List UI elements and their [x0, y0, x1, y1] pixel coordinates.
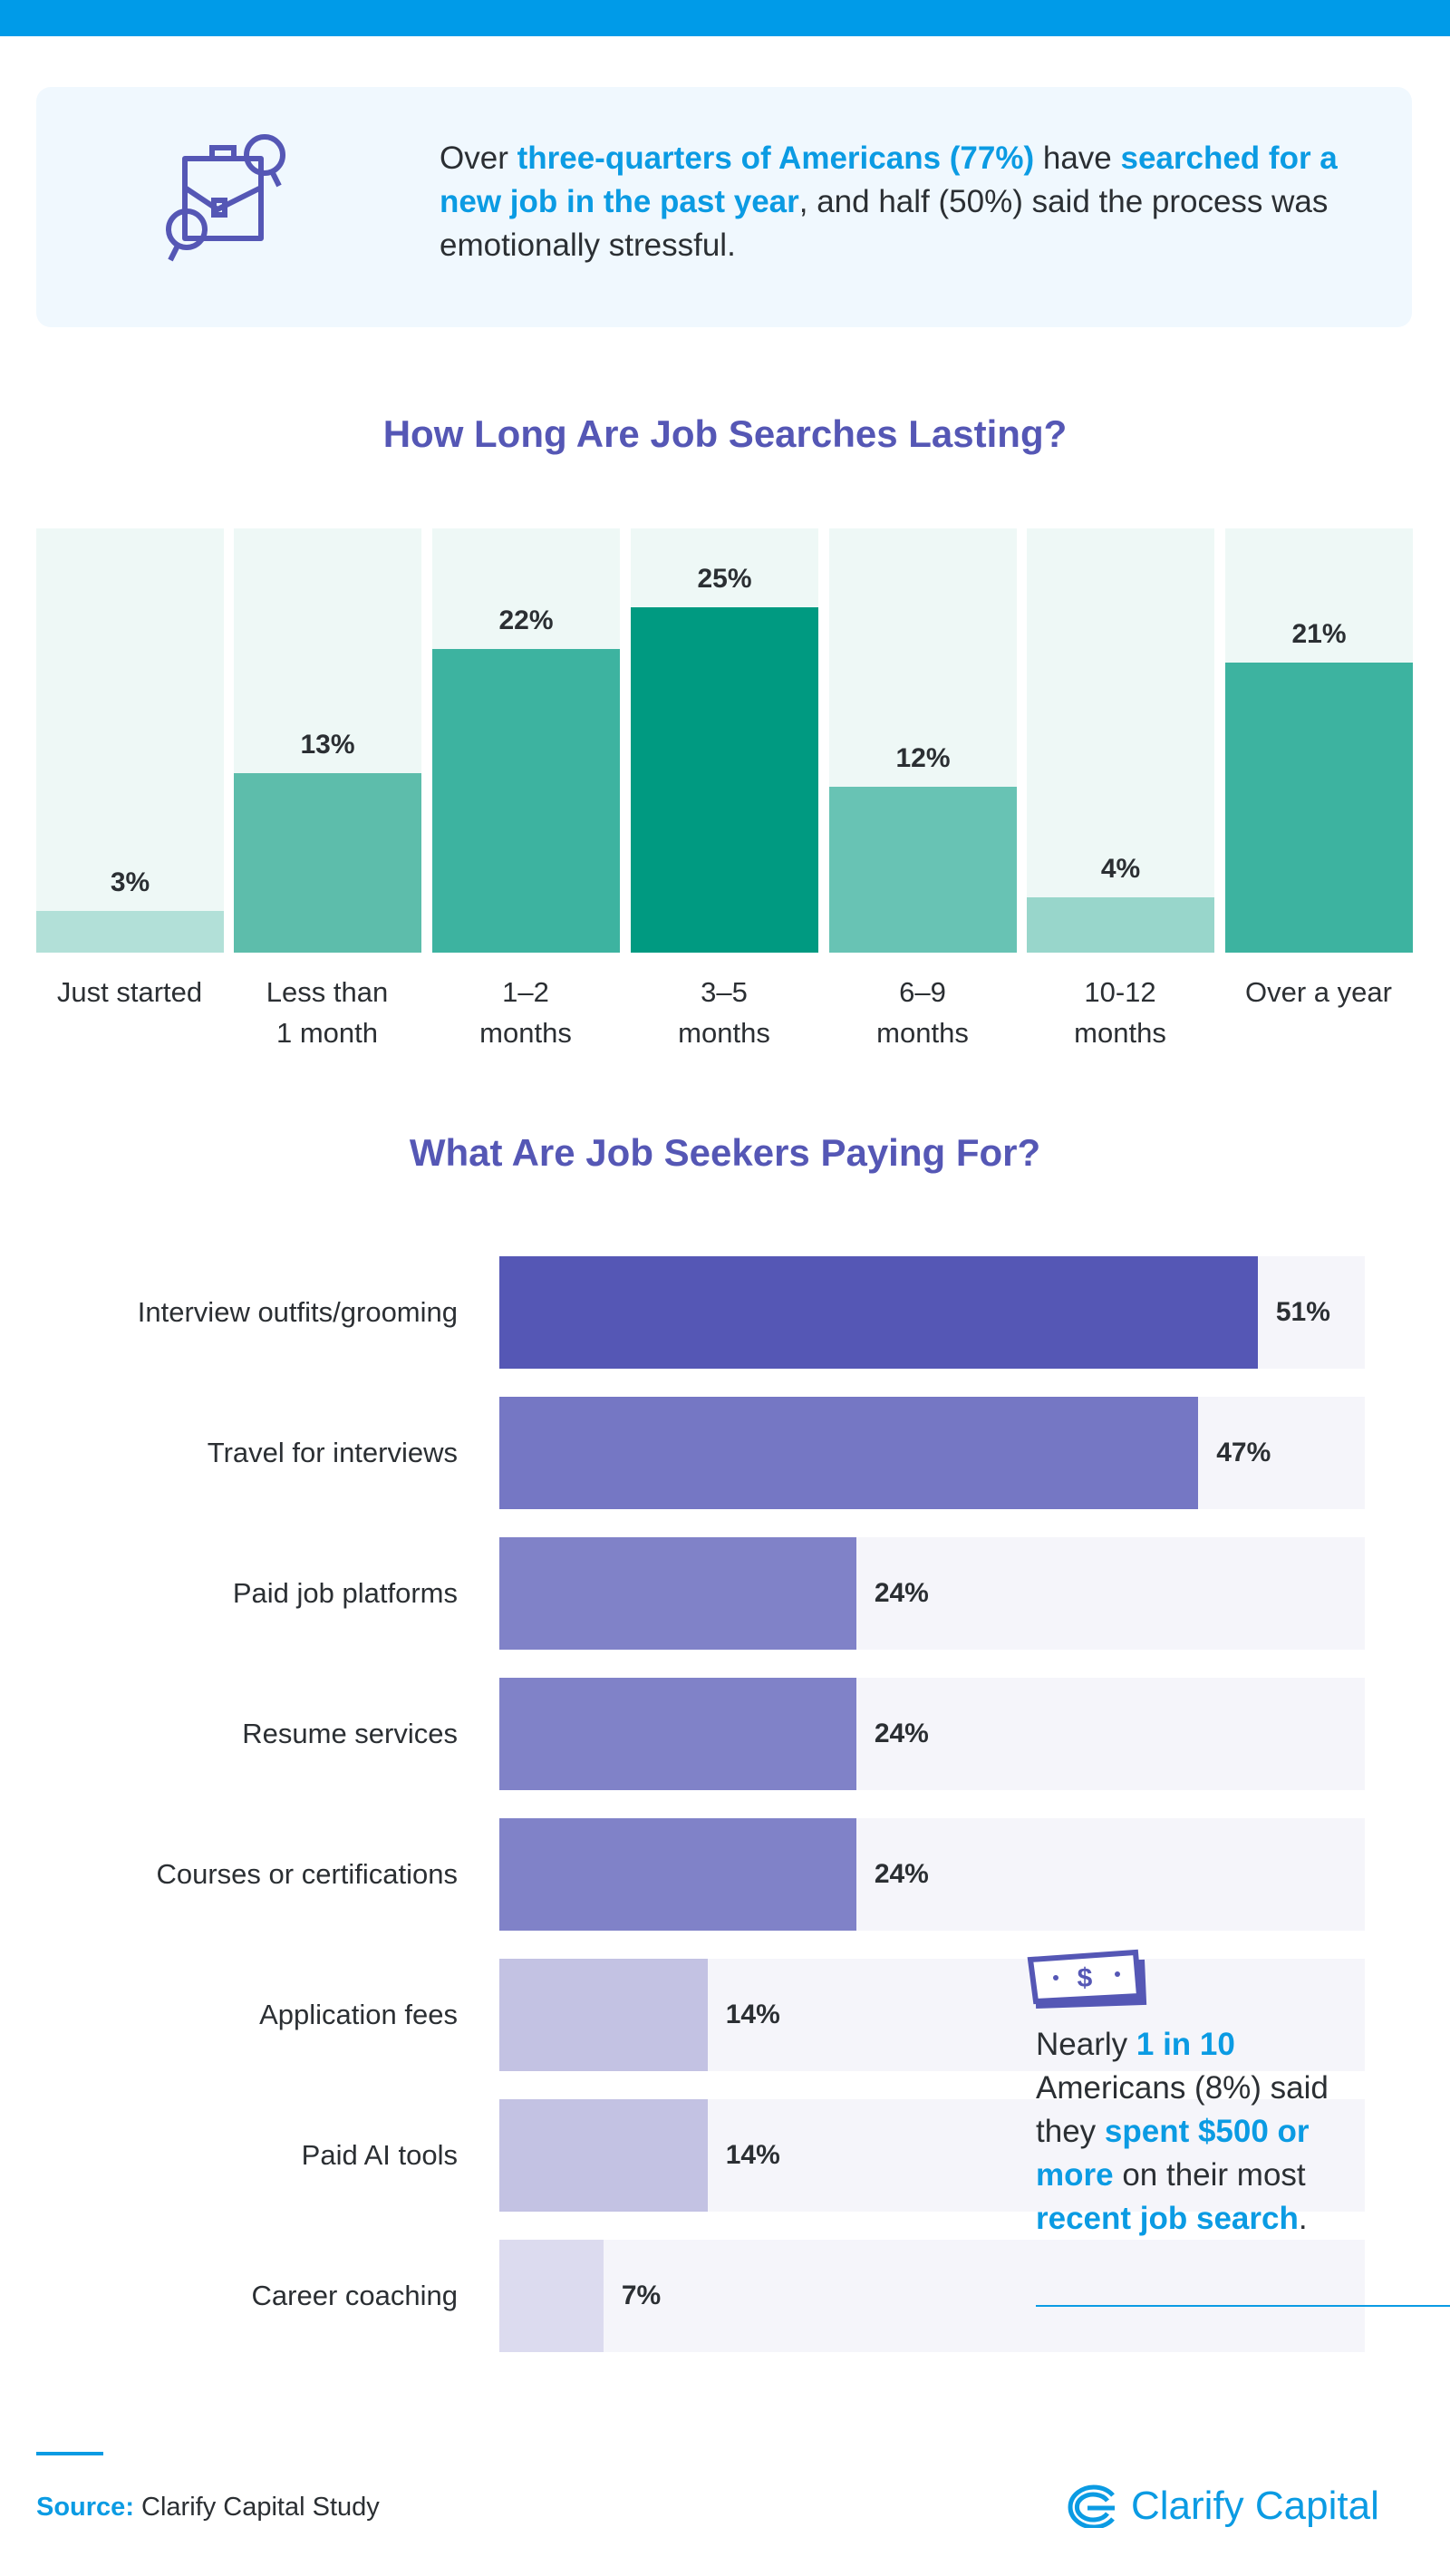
bar-track: 47%: [499, 1397, 1365, 1509]
bar-row: Paid AI tools 14%: [0, 2099, 1450, 2212]
bar-track: 25%: [631, 528, 818, 953]
duration-chart-title: How Long Are Job Searches Lasting?: [382, 412, 1068, 455]
bar-value-label: 14%: [725, 2000, 780, 2029]
bar-row: Courses or certifications 24%: [0, 1818, 1450, 1931]
top-accent-bar: [0, 0, 1450, 36]
category-label-line: months: [876, 1017, 969, 1049]
intro-text: Over three-quarters of Americans (77%) h…: [440, 140, 1338, 263]
category-label: Paid AI tools: [301, 2139, 458, 2171]
category-label: Less than 1 month: [223, 972, 431, 1053]
bar-value-label: 4%: [1100, 854, 1141, 885]
logo-mark-icon: [1068, 2484, 1115, 2528]
category-label-line: months: [678, 1017, 770, 1049]
bar-value-label: 7%: [621, 2281, 662, 2310]
bar: [1225, 662, 1413, 953]
bar: [1027, 897, 1214, 953]
category-label: Career coaching: [251, 2280, 458, 2311]
bar-value-label: 24%: [874, 1578, 929, 1608]
category-label: 6–9 months: [818, 972, 1027, 1053]
bar-value-label: 22%: [498, 605, 554, 635]
bar-value-label: 14%: [725, 2140, 780, 2170]
category-label-line: Just started: [56, 976, 203, 1008]
bar-row: Resume services 24%: [0, 1678, 1450, 1790]
dollar-bill-icon: $: [1027, 1949, 1147, 2009]
bar-row: Application fees 14%: [0, 1959, 1450, 2071]
intro-card: Over three-quarters of Americans (77%) h…: [36, 87, 1412, 327]
svg-text:$: $: [1078, 1963, 1093, 1993]
bar-track: 14%: [499, 2099, 1365, 2212]
source-divider: [36, 2452, 103, 2455]
bar-value-label: 24%: [874, 1719, 929, 1748]
category-label: Application fees: [259, 1999, 458, 2030]
bar-row: Interview outfits/grooming 51%: [0, 1256, 1450, 1369]
bar-track: 3%: [36, 528, 224, 953]
bar: [631, 606, 818, 953]
category-label: Travel for interviews: [207, 1437, 458, 1468]
category-label-line: 10-12: [1084, 976, 1156, 1008]
source-note: Source: Clarify Capital Study: [36, 2493, 380, 2522]
bar-value-label: 47%: [1216, 1438, 1271, 1467]
category-label: Resume services: [242, 1718, 458, 1749]
category-label: Over a year: [1214, 972, 1423, 1012]
bar-track: 24%: [499, 1537, 1365, 1650]
category-label: Interview outfits/grooming: [137, 1296, 458, 1328]
category-label: 3–5 months: [620, 972, 828, 1053]
bar-track: 7%: [499, 2240, 1365, 2352]
bar-value-label: 51%: [1275, 1297, 1330, 1327]
category-label-line: 1–2: [502, 976, 549, 1008]
bar-track: 51%: [499, 1256, 1365, 1369]
logo-text: Clarify Capital: [1131, 2484, 1379, 2528]
bar-value-label: 24%: [874, 1859, 929, 1889]
bar-track: 24%: [499, 1818, 1365, 1931]
category-label: 1–2 months: [421, 972, 630, 1053]
bar-track: 22%: [432, 528, 620, 953]
category-label: Just started: [25, 972, 234, 1012]
clarify-capital-logo: Clarify Capital: [1060, 2484, 1379, 2529]
category-label-line: months: [479, 1017, 572, 1049]
category-label-line: months: [1074, 1017, 1166, 1049]
bar: [499, 1256, 1258, 1369]
bar: [499, 2099, 708, 2212]
bar: [829, 787, 1017, 953]
bar-value-label: 12%: [895, 743, 951, 774]
bar: [499, 1818, 856, 1931]
callout-divider: [1036, 2305, 1450, 2307]
bar-track: 12%: [829, 528, 1017, 953]
bar: [499, 1397, 1199, 1509]
category-label: Courses or certifications: [156, 1858, 458, 1890]
bar-track: 13%: [234, 528, 421, 953]
bar-track: 24%: [499, 1678, 1365, 1790]
category-label-line: 1 month: [276, 1017, 378, 1049]
category-label: 10-12 months: [1016, 972, 1224, 1053]
category-label-line: 3–5: [701, 976, 748, 1008]
bar-value-label: 13%: [300, 729, 355, 760]
category-label-line: 6–9: [899, 976, 946, 1008]
callout-text: Nearly 1 in 10 Americans (8%) said they …: [1036, 2027, 1329, 2236]
bar: [499, 1678, 856, 1790]
bar-track: 4%: [1027, 528, 1214, 953]
bar-value-label: 3%: [110, 867, 150, 898]
category-label: Paid job platforms: [232, 1577, 458, 1609]
bar: [499, 2240, 604, 2352]
bar-row: Career coaching 7%: [0, 2240, 1450, 2352]
bar: [432, 648, 620, 953]
briefcase-magnifier-icon: [166, 134, 285, 262]
category-label-line: Less than: [266, 976, 389, 1008]
bar: [234, 772, 421, 953]
bar-value-label: 25%: [697, 563, 752, 594]
bar: [36, 911, 224, 953]
bar: [499, 1537, 856, 1650]
bar-row: Travel for interviews 47%: [0, 1397, 1450, 1509]
spending-chart-title: What Are Job Seekers Paying For?: [409, 1131, 1041, 1174]
bar-value-label: 21%: [1291, 618, 1347, 649]
bar-track: 14%: [499, 1959, 1365, 2071]
category-label-line: Over a year: [1245, 976, 1392, 1008]
bar: [499, 1959, 708, 2071]
bar-row: Paid job platforms 24%: [0, 1537, 1450, 1650]
bar-track: 21%: [1225, 528, 1413, 953]
